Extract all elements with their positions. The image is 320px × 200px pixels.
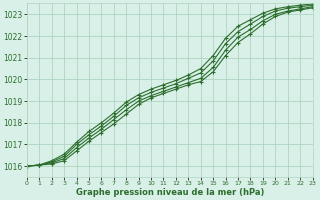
X-axis label: Graphe pression niveau de la mer (hPa): Graphe pression niveau de la mer (hPa) <box>76 188 264 197</box>
